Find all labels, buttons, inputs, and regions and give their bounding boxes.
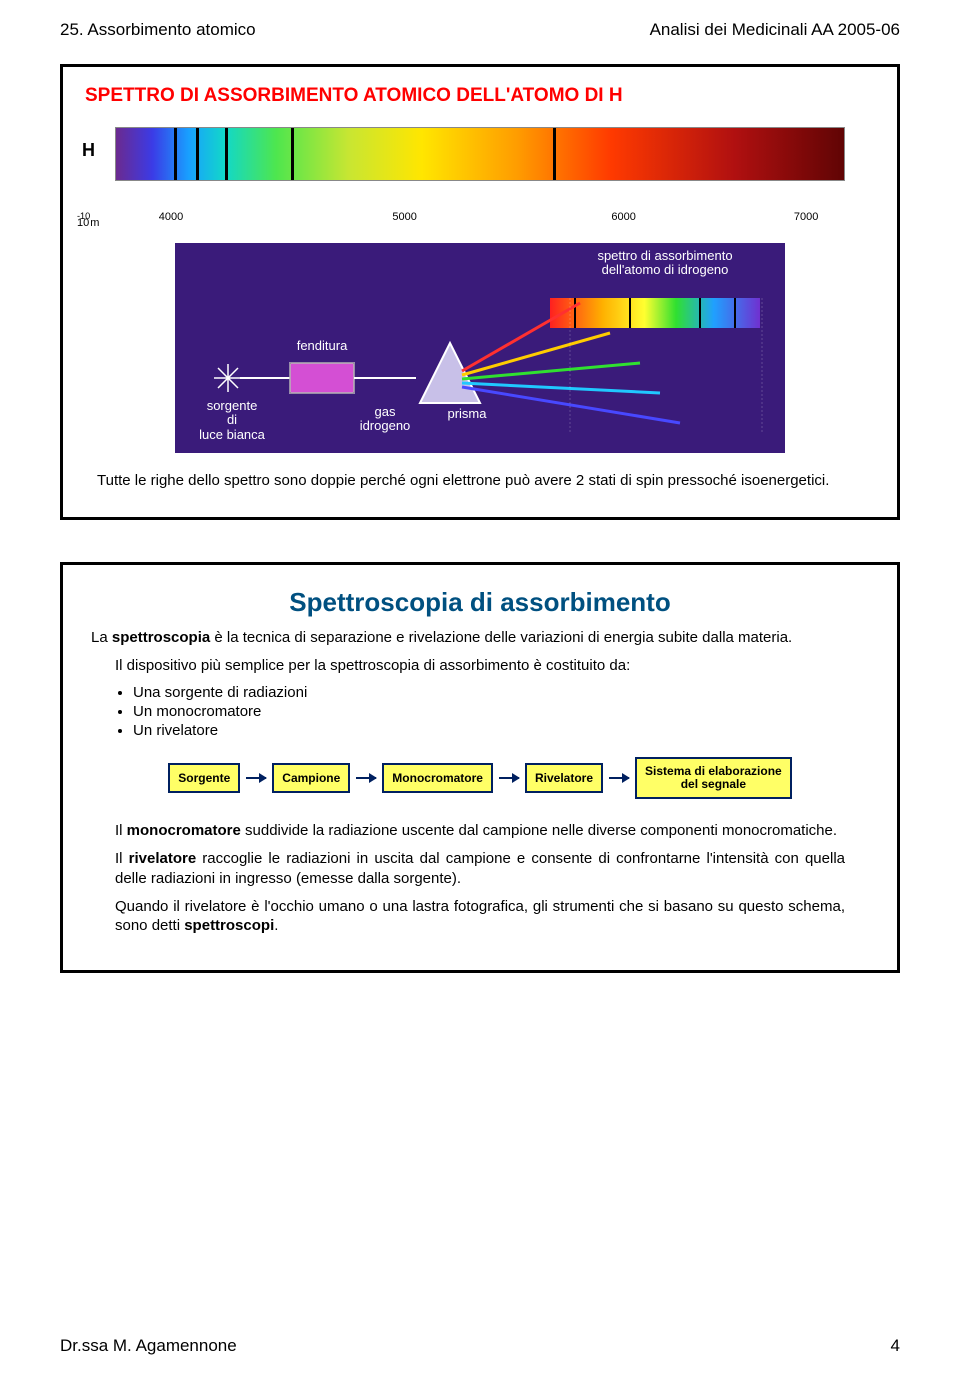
absorption-line (174, 128, 177, 180)
header-right: Analisi dei Medicinali AA 2005-06 (650, 20, 900, 40)
p4-b: . (274, 917, 278, 934)
intro-bold: spettroscopia (112, 629, 210, 646)
absorption-line (225, 128, 228, 180)
arrow-icon (356, 777, 376, 779)
para-rivelatore: Il rivelatore raccoglie le radiazioni in… (115, 849, 845, 889)
axis-unit: 10-10m (77, 211, 90, 227)
page: 25. Assorbimento atomico Analisi dei Med… (0, 0, 960, 1380)
para-monocromatore: Il monocromatore suddivide la radiazione… (115, 821, 845, 841)
p2-bold: monocromatore (127, 822, 241, 839)
slide2-intro: La spettroscopia è la tecnica di separaz… (91, 628, 869, 648)
prism-diagram: spettro di assorbimento dell'atomo di id… (175, 243, 785, 453)
footer-page-number: 4 (891, 1336, 900, 1356)
absorption-line (291, 128, 294, 180)
arrow-icon (499, 777, 519, 779)
page-footer: Dr.ssa M. Agamennone 4 (60, 1336, 900, 1356)
block-rivelatore: Rivelatore (525, 763, 603, 793)
slide-2: Spettroscopia di assorbimento La spettro… (60, 562, 900, 973)
axis-tick: 5000 (392, 211, 416, 223)
p3-rest: raccoglie le radiazioni in uscita dal ca… (115, 850, 845, 887)
p2-prefix: Il (115, 822, 127, 839)
diagram-label-slit: fenditura (287, 339, 357, 353)
axis-tick: 7000 (794, 211, 818, 223)
header-left: 25. Assorbimento atomico (60, 20, 256, 40)
slide-1: SPETTRO DI ASSORBIMENTO ATOMICO DELL'ATO… (60, 64, 900, 520)
block-sistema-line1: Sistema di elaborazione (645, 764, 782, 778)
block-campione: Campione (272, 763, 350, 793)
para-spettroscopi: Quando il rivelatore è l'occhio umano o … (115, 897, 845, 937)
block-diagram: Sorgente Campione Monocromatore Rivelato… (85, 757, 875, 799)
arrow-icon (609, 777, 629, 779)
p2-rest: suddivide la radiazione uscente dal camp… (241, 822, 837, 839)
arrow-icon (246, 777, 266, 779)
slide2-title: Spettroscopia di assorbimento (85, 587, 875, 618)
diagram-label-source: sorgente di luce bianca (187, 399, 277, 442)
p3-prefix: Il (115, 850, 129, 867)
device-line: Il dispositivo più semplice per la spett… (115, 656, 845, 676)
intro-prefix: La (91, 629, 112, 646)
diagram-label-spectrum: spettro di assorbimento dell'atomo di id… (575, 249, 755, 278)
slide1-caption: Tutte le righe dello spettro sono doppie… (97, 471, 863, 491)
intro-rest: è la tecnica di separazione e rivelazion… (210, 629, 792, 646)
bullet-item: Un rivelatore (133, 722, 869, 739)
diagram-label-prism: prisma (437, 407, 497, 421)
axis-unit-suffix: m (90, 217, 99, 229)
bullet-item: Una sorgente di radiazioni (133, 684, 869, 701)
block-sorgente: Sorgente (168, 763, 240, 793)
footer-left: Dr.ssa M. Agamennone (60, 1336, 237, 1356)
axis-tick: 4000 (159, 211, 183, 223)
diagram-label-spectrum-text: spettro di assorbimento dell'atomo di id… (597, 248, 732, 277)
axis-tick: 6000 (611, 211, 635, 223)
absorption-line (553, 128, 556, 180)
page-header: 25. Assorbimento atomico Analisi dei Med… (60, 20, 900, 40)
spectrum-h-label: H (82, 140, 95, 161)
diagram-label-gas: gas idrogeno (355, 405, 415, 434)
diagram-label-source-text: sorgente di luce bianca (199, 398, 265, 442)
block-sistema-line2: del segnale (681, 777, 746, 791)
slide1-title: SPETTRO DI ASSORBIMENTO ATOMICO DELL'ATO… (85, 85, 875, 107)
device-bullets: Una sorgente di radiazioni Un monocromat… (133, 684, 869, 739)
absorption-line (196, 128, 199, 180)
diagram-label-gas-text: gas idrogeno (360, 404, 411, 433)
axis-unit-base: 10 (77, 217, 89, 229)
p3-bold: rivelatore (129, 850, 197, 867)
block-monocromatore: Monocromatore (382, 763, 493, 793)
bullet-item: Un monocromatore (133, 703, 869, 720)
spectrum-axis: 10-10m 4000 5000 6000 7000 (115, 205, 845, 229)
block-sistema: Sistema di elaborazione del segnale (635, 757, 792, 799)
spectrum-bar: H (115, 127, 845, 181)
p4-bold: spettroscopi (184, 917, 274, 934)
